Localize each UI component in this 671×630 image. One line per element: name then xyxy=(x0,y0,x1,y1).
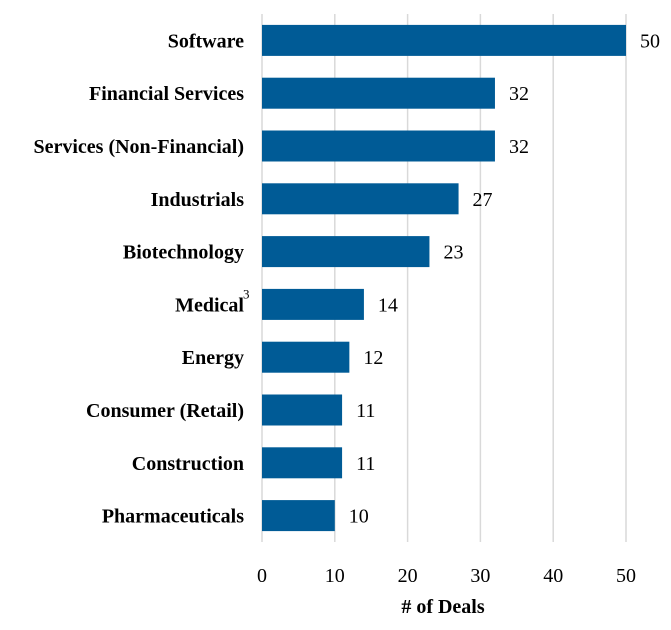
category-label-3: Services (Non-Financial) xyxy=(33,136,244,158)
value-label-10: 10 xyxy=(349,506,369,528)
category-label-2: Financial Services xyxy=(89,83,244,105)
bar-1 xyxy=(262,24,626,56)
x-tick-label-10: 10 xyxy=(325,565,345,587)
value-label-6: 14 xyxy=(378,294,398,316)
category-label-6: Medical xyxy=(175,294,244,316)
x-tick-label-50: 50 xyxy=(616,565,636,587)
category-label-8: Consumer (Retail) xyxy=(86,400,244,422)
bars xyxy=(262,24,626,532)
bar-6 xyxy=(262,288,364,320)
x-tick-label-30: 30 xyxy=(470,565,490,587)
value-label-9: 11 xyxy=(356,453,375,475)
x-tick-label-0: 0 xyxy=(257,565,267,587)
bar-2 xyxy=(262,77,495,109)
bar-3 xyxy=(262,130,495,162)
value-labels: 50 32 32 27 23 14 12 11 11 10 xyxy=(349,30,660,527)
value-label-4: 27 xyxy=(473,189,493,211)
category-label-4: Industrials xyxy=(151,189,245,211)
bar-7 xyxy=(262,341,350,373)
footnote-marker-6: 3 xyxy=(243,286,250,301)
value-label-8: 11 xyxy=(356,400,375,422)
bar-8 xyxy=(262,394,343,426)
bar-10 xyxy=(262,500,335,532)
value-label-5: 23 xyxy=(443,242,463,264)
category-label-1: Software xyxy=(168,30,244,52)
category-label-7: Energy xyxy=(182,347,244,369)
value-label-2: 32 xyxy=(509,83,529,105)
bar-5 xyxy=(262,236,430,268)
bar-9 xyxy=(262,447,343,479)
x-axis-ticks: 0 10 20 30 40 50 xyxy=(257,565,636,587)
value-label-1: 50 xyxy=(640,30,660,52)
x-tick-label-40: 40 xyxy=(543,565,563,587)
category-label-9: Construction xyxy=(132,453,244,475)
value-label-7: 12 xyxy=(363,347,383,369)
category-label-10: Pharmaceuticals xyxy=(102,506,244,528)
x-tick-label-20: 20 xyxy=(398,565,418,587)
value-label-3: 32 xyxy=(509,136,529,158)
bar-4 xyxy=(262,183,459,215)
x-axis-title: # of Deals xyxy=(401,596,485,618)
category-label-5: Biotechnology xyxy=(123,242,244,264)
category-labels: Software Financial Services Services (Non-… xyxy=(33,30,249,527)
